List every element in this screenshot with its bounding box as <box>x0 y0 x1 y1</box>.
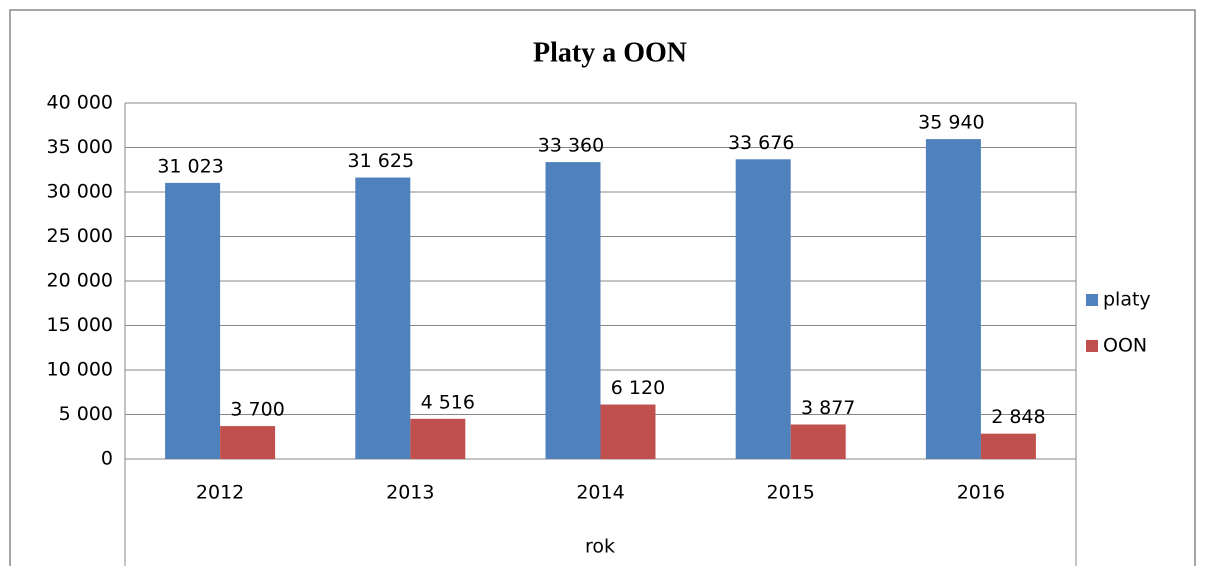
legend-label: OON <box>1103 335 1147 357</box>
y-tick-label: 35 000 <box>47 136 113 158</box>
data-label: 35 940 <box>918 112 984 134</box>
legend-swatch <box>1086 340 1098 352</box>
bar <box>925 139 981 459</box>
y-tick-label: 5 000 <box>59 403 113 425</box>
data-label: 31 625 <box>348 150 414 172</box>
bar <box>220 426 276 459</box>
bar <box>165 182 221 459</box>
y-tick-label: 25 000 <box>47 225 113 247</box>
x-tick-label: 2014 <box>576 482 624 504</box>
x-tick-label: 2012 <box>196 482 244 504</box>
chart-title: Platy a OON <box>533 37 687 68</box>
data-label: 33 360 <box>538 135 604 157</box>
x-tick-label: 2015 <box>767 482 815 504</box>
y-tick-label: 30 000 <box>47 181 113 203</box>
y-tick-label: 10 000 <box>47 359 113 381</box>
data-label: 33 676 <box>728 132 794 154</box>
bar <box>735 159 791 459</box>
legend-label: platy <box>1103 289 1151 311</box>
data-label: 4 516 <box>421 391 475 413</box>
data-label: 3 700 <box>230 399 284 421</box>
x-tick-label: 2016 <box>957 482 1005 504</box>
data-label: 31 023 <box>157 155 223 177</box>
data-label: 3 877 <box>801 397 855 419</box>
x-tick-label: 2013 <box>386 482 434 504</box>
data-label: 2 848 <box>991 406 1045 428</box>
y-tick-label: 40 000 <box>47 92 113 114</box>
y-tick-label: 0 <box>101 448 113 470</box>
bar <box>790 424 846 459</box>
bar <box>980 433 1036 459</box>
bar <box>545 162 601 459</box>
x-axis-label: rok <box>585 536 615 558</box>
data-label: 6 120 <box>611 377 665 399</box>
legend-swatch <box>1086 294 1098 306</box>
y-tick-label: 20 000 <box>47 270 113 292</box>
bar <box>600 404 656 459</box>
bar <box>355 177 411 459</box>
bar <box>410 418 466 459</box>
y-tick-label: 15 000 <box>47 314 113 336</box>
